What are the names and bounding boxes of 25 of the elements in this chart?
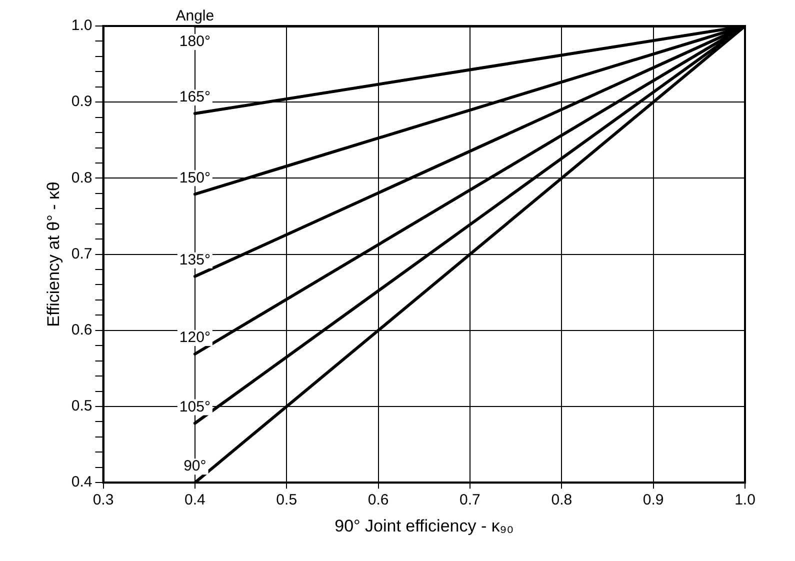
y-tick-label: 0.9 [71, 93, 92, 110]
y-tick-label: 0.6 [71, 322, 92, 339]
series-label: 150° [179, 169, 210, 186]
x-tick-label: 0.5 [276, 492, 298, 509]
x-tick-label: 0.7 [460, 492, 480, 509]
x-tick-label: 0.6 [368, 492, 389, 509]
y-tick-label: 1.0 [71, 17, 92, 34]
x-axis-title: 90° Joint efficiency - κ₉₀ [334, 516, 514, 536]
y-tick-label: 0.7 [71, 245, 92, 262]
series-label: 90° [184, 458, 206, 475]
x-tick-label: 0.9 [642, 492, 664, 509]
series-label: 180° [179, 33, 210, 50]
y-tick-label: 0.5 [71, 398, 92, 415]
series-label: 165° [179, 88, 210, 106]
x-tick-label: 0.8 [551, 492, 572, 509]
y-tick-label: 0.4 [71, 474, 92, 491]
series-label: 120° [179, 329, 210, 346]
series-label: 105° [179, 398, 210, 416]
legend-title: Angle [176, 8, 214, 25]
x-tick-label: 1.0 [734, 492, 756, 509]
x-tick-label: 0.3 [92, 492, 114, 509]
y-axis-title: Efficiency at θ° - κθ [44, 182, 63, 327]
y-tick-label: 0.8 [71, 169, 92, 186]
x-tick-label: 0.4 [184, 492, 206, 509]
series-label: 135° [179, 252, 210, 269]
